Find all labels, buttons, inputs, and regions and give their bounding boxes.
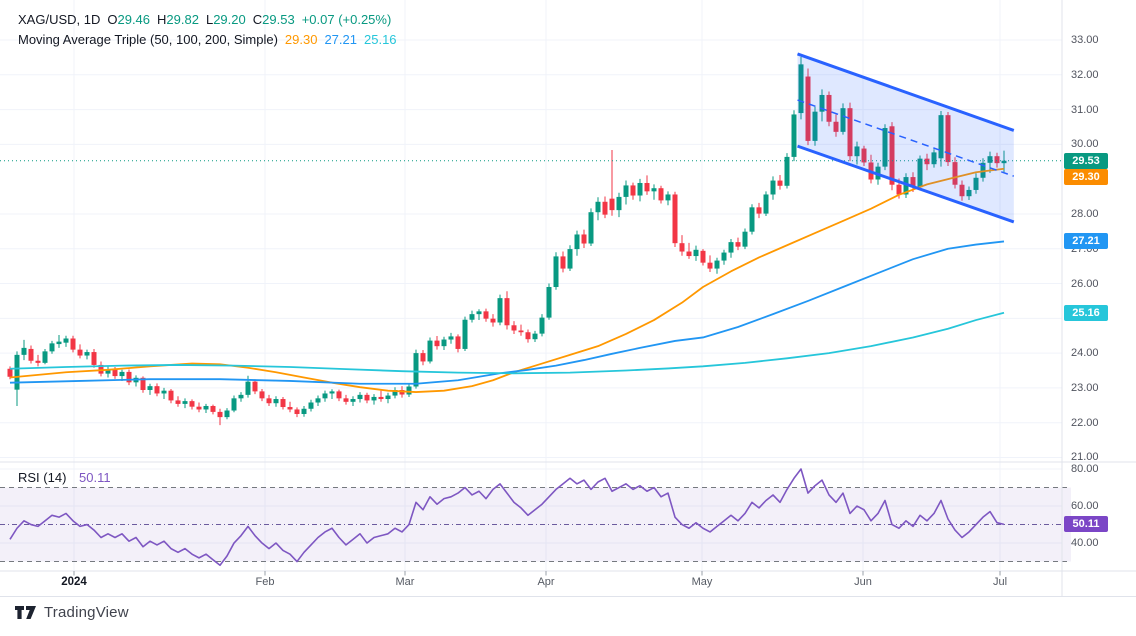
- rsi-gridlines: [0, 468, 1062, 544]
- ma50-value: 29.30: [284, 32, 318, 47]
- rsi-badge: 50.11: [1064, 516, 1108, 533]
- time-axis-label: Jun: [854, 576, 872, 588]
- price-axis-label: 21.00: [1071, 451, 1099, 464]
- rsi-value: 50.11: [79, 470, 111, 485]
- time-axis-label: Mar: [395, 576, 415, 588]
- symbol-legend-row: XAG/USD, 1D O29.46 H29.82 L29.20 C29.53 …: [18, 10, 397, 30]
- pane-separators: [0, 0, 1136, 597]
- rsi-axis-label: 60.00: [1071, 500, 1099, 513]
- price-axis-label: 32.00: [1071, 68, 1099, 81]
- price-axis-label: 30.00: [1071, 138, 1099, 151]
- chart-canvas[interactable]: [0, 0, 1136, 597]
- time-axis-label: Jul: [992, 576, 1008, 588]
- sma50-line: [9, 167, 1005, 393]
- symbol-title[interactable]: XAG/USD, 1D: [18, 12, 101, 27]
- price-axis-label: 23.00: [1071, 381, 1099, 394]
- ohlc-open: O29.46: [107, 12, 151, 27]
- price-axis-label: 31.00: [1071, 103, 1099, 116]
- chart-area[interactable]: XAG/USD, 1D O29.46 H29.82 L29.20 C29.53 …: [0, 0, 1136, 597]
- price-change: +0.07 (+0.25%): [301, 12, 392, 27]
- time-axis-label: Feb: [255, 576, 275, 588]
- indicator-legend-row: Moving Average Triple (50, 100, 200, Sim…: [18, 30, 397, 50]
- price-badge: 29.30: [1064, 168, 1108, 185]
- price-badge: 25.16: [1064, 304, 1108, 321]
- time-axis-label: Apr: [537, 576, 555, 588]
- ma100-value: 27.21: [324, 32, 357, 47]
- price-gridlines: [0, 39, 1062, 458]
- time-axis-label: May: [691, 576, 713, 588]
- price-axis[interactable]: 33.0032.0031.0030.0028.0027.0026.0025.00…: [1062, 0, 1136, 597]
- ohlc-close: C29.53: [252, 12, 295, 27]
- chart-legend: XAG/USD, 1D O29.46 H29.82 L29.20 C29.53 …: [18, 10, 397, 50]
- price-badge: 27.21: [1064, 233, 1108, 250]
- price-axis-label: 26.00: [1071, 277, 1099, 290]
- price-axis-label: 22.00: [1071, 416, 1099, 429]
- footer: TradingView: [0, 597, 1136, 636]
- rsi-line: [9, 468, 1005, 567]
- price-axis-label: 24.00: [1071, 347, 1099, 360]
- rsi-axis-label: 80.00: [1071, 463, 1099, 476]
- indicator-title[interactable]: Moving Average Triple (50, 100, 200, Sim…: [18, 32, 278, 47]
- ma200-value: 25.16: [364, 32, 397, 47]
- rsi-legend: RSI (14) 50.11: [18, 470, 111, 485]
- rsi-indicator-title[interactable]: RSI (14): [18, 470, 67, 485]
- ohlc-low: L29.20: [205, 12, 246, 27]
- price-axis-label: 33.00: [1071, 34, 1099, 46]
- tradingview-logo-icon: [15, 606, 36, 619]
- sma100-line: [9, 240, 1005, 385]
- price-axis-label: 28.00: [1071, 207, 1099, 220]
- time-gridlines: [73, 0, 1001, 571]
- time-axis[interactable]: 2024 Feb Mar Apr May Jun Jul: [0, 571, 1062, 597]
- candles-series: [7, 57, 1007, 426]
- rsi-axis-label: 40.00: [1071, 537, 1099, 550]
- price-badge: 29.53: [1064, 152, 1108, 169]
- tradingview-logo[interactable]: TradingView: [14, 604, 129, 621]
- tradingview-wordmark: TradingView: [44, 604, 129, 621]
- sma200-line: [9, 311, 1005, 375]
- trend-channel[interactable]: [796, 52, 1015, 224]
- ohlc-high: H29.82: [157, 12, 199, 27]
- time-axis-label: 2024: [61, 576, 87, 588]
